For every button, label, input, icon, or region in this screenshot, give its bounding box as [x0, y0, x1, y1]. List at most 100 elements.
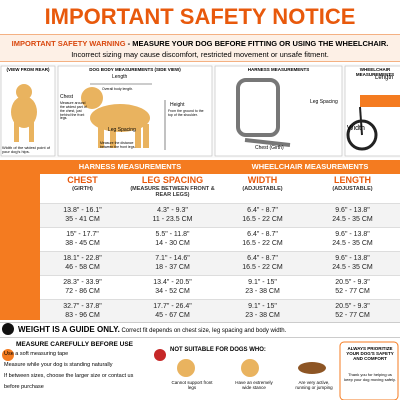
- panel-title: DOG BODY MEASUREMENTS (SIDE VIEW): [89, 67, 181, 72]
- panel-label: Leg Spacing: [108, 127, 136, 133]
- panel-label: Length: [112, 74, 128, 80]
- table-cell: 16.5 - 22 CM: [242, 240, 283, 247]
- icons: [2, 323, 399, 400]
- panel-title: HARNESS MEASUREMENTS: [247, 67, 310, 72]
- table-cell: 52 - 77 CM: [335, 288, 370, 295]
- weight-notice: WEIGHT IS A GUIDE ONLY. Correct fit depe…: [0, 322, 400, 338]
- table-cell: 18 - 37 CM: [155, 264, 190, 271]
- table-row: [40, 203, 400, 227]
- size-strip: [0, 160, 40, 320]
- table-cell: 17.7" - 26.4": [153, 303, 192, 310]
- table-cell: 83 - 96 CM: [65, 312, 100, 319]
- unsuitable-item: Cannot support front legs: [171, 380, 213, 390]
- table-cell: 18.1" - 22.8": [63, 255, 102, 262]
- table-cell: 14 - 30 CM: [155, 240, 190, 247]
- measure-title: MEASURE CAREFULLY BEFORE USE: [16, 341, 134, 348]
- column-subtitle: (MEASURE BETWEEN FRONT & REAR LEGS): [130, 186, 215, 198]
- unsuitable-item: Are very active, running or jumping: [295, 380, 333, 390]
- table-cell: 9.1" - 15": [248, 303, 277, 310]
- dog-rear: [11, 84, 37, 142]
- panel-title: WHEELCHAIR MEASUREMENTS: [355, 67, 395, 77]
- measure-item: Use a soft measuring tape: [4, 351, 69, 357]
- panel-label: Chest: [60, 94, 74, 100]
- table-cell: 28.3" - 33.9": [63, 279, 102, 286]
- table-cell: 16.5 - 22 CM: [242, 264, 283, 271]
- table-cell: 16.5 - 22 CM: [242, 216, 283, 223]
- table-cell: 13.8" - 16.1": [63, 207, 102, 214]
- title: IMPORTANT SAFETY NOTICE: [44, 4, 356, 29]
- table-cell: 72 - 86 CM: [65, 288, 100, 295]
- table-cell: 20.5" - 9.3": [335, 279, 370, 286]
- table-cell: 24.5 - 35 CM: [332, 240, 373, 247]
- table-cell: 38 - 45 CM: [65, 240, 100, 247]
- table-cell: 7.1" - 14.6": [155, 255, 190, 262]
- table-cell: 34 - 52 CM: [155, 288, 190, 295]
- panel-label: Measure the distance between the front l…: [100, 141, 136, 149]
- table-row: [40, 299, 400, 323]
- measure-item: If between sizes, choose the larger size…: [4, 373, 134, 379]
- table-cell: 46 - 58 CM: [65, 264, 100, 271]
- table-cell: 23 - 38 CM: [245, 312, 280, 319]
- table-cell: 35 - 41 CM: [65, 216, 100, 223]
- panel-label: Leg Spacing: [310, 99, 338, 105]
- column-title: LEG SPACING: [141, 175, 204, 185]
- table-cell: 32.7" - 37.8": [63, 303, 102, 310]
- notice-text: Correct fit depends on chest size, leg s…: [121, 328, 287, 334]
- table-cell: 9.6" - 13.8": [335, 231, 370, 238]
- table-group-header: HARNESS MEASUREMENTS: [40, 160, 220, 174]
- table-cell: 23 - 38 CM: [245, 288, 280, 295]
- warning-subtext: Incorrect sizing may cause discomfort, r…: [71, 50, 329, 59]
- panel-label: From the ground to the top of the should…: [168, 109, 204, 117]
- measure-item: Measure while your dog is standing natur…: [4, 362, 113, 368]
- column-title: WIDTH: [247, 175, 278, 185]
- warning-label: IMPORTANT SAFETY WARNING: [11, 39, 126, 48]
- table-cell: 52 - 77 CM: [335, 312, 370, 319]
- table-group-header: WHEELCHAIR MEASUREMENTS: [220, 160, 400, 174]
- panel-label: Height: [170, 102, 185, 108]
- column-subtitle: (ADJUSTABLE): [332, 186, 373, 192]
- unsuitable-item: Have an extremely wide stance: [235, 380, 273, 390]
- panel-label: Measure around the widest part of the ch…: [60, 101, 87, 121]
- warning-text: - MEASURE YOUR DOG BEFORE FITTING OR USI…: [127, 39, 389, 48]
- harness: [236, 78, 291, 147]
- table-cell: 24.5 - 35 CM: [332, 216, 373, 223]
- column-title: LENGTH: [334, 175, 371, 185]
- column-subtitle: (ADJUSTABLE): [242, 186, 283, 192]
- table-row: [40, 275, 400, 299]
- panel-label: Chest (Girth): [255, 145, 284, 151]
- panel-frame: [344, 65, 400, 157]
- measure-item: before purchase: [4, 384, 44, 390]
- table-cell: 6.4" - 8.7": [247, 255, 278, 262]
- table-cell: 24.5 - 35 CM: [332, 264, 373, 271]
- table-cell: 20.5" - 9.3": [335, 303, 370, 310]
- unsuitable-title: NOT SUITABLE FOR DOGS WHO:: [170, 347, 266, 353]
- panel-label: Length: [375, 75, 394, 81]
- table-row: [40, 227, 400, 251]
- column-title: CHEST: [67, 175, 98, 185]
- table-cell: 9.6" - 13.8": [335, 207, 370, 214]
- table-cell: 9.6" - 13.8": [335, 255, 370, 262]
- column-subtitle: (GIRTH): [72, 186, 93, 192]
- table-cell: 6.4" - 8.7": [247, 207, 278, 214]
- notice-bold: WEIGHT IS A GUIDE ONLY.: [18, 325, 120, 334]
- panel-title: (VIEW FROM REAR): [6, 67, 50, 72]
- panel-label: Overall body length.: [102, 87, 134, 91]
- dog-side: [81, 87, 150, 148]
- priority-text: Thank you for helping us keep your dog m…: [344, 372, 396, 382]
- panel-label: Width of the widest point of your dog's …: [2, 145, 51, 155]
- table-cell: 45 - 67 CM: [155, 312, 190, 319]
- table-cell: 15" - 17.7": [66, 231, 99, 238]
- table-cell: 13.4" - 20.5": [153, 279, 192, 286]
- wheelchair: [346, 95, 400, 151]
- table-cell: 5.5" - 11.8": [155, 231, 190, 238]
- table-cell: 6.4" - 8.7": [247, 231, 278, 238]
- warning-bar: IMPORTANT SAFETY WARNING - MEASURE YOUR …: [0, 34, 400, 62]
- table-row: [40, 251, 400, 275]
- table-cell: 9.1" - 15": [248, 279, 277, 286]
- priority-title: ALWAYS PRIORITIZE YOUR DOG'S SAFETY AND …: [346, 346, 394, 361]
- table-cell: 11 - 23.5 CM: [152, 216, 193, 223]
- panel-label: Width: [347, 125, 365, 132]
- table-cell: 4.3" - 9.3": [157, 207, 188, 214]
